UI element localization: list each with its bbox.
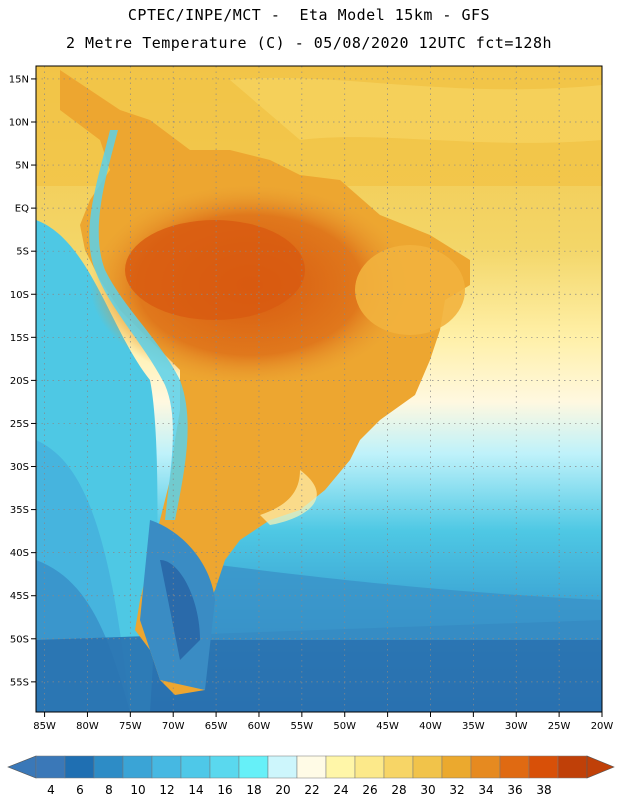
- colorbar-segment: [499, 755, 530, 779]
- lon-tick-label: 70W: [162, 721, 185, 732]
- colorbar-arrow-high: [586, 755, 615, 779]
- colorbar-segment: [441, 755, 472, 779]
- colorbar-label: 18: [246, 783, 261, 797]
- colorbar-segment: [296, 755, 327, 779]
- lon-tick-label: 60W: [248, 721, 271, 732]
- colorbar-label: 24: [333, 783, 348, 797]
- colorbar-label: 6: [76, 783, 84, 797]
- colorbar-label: 8: [105, 783, 113, 797]
- lon-tick-label: 80W: [76, 721, 99, 732]
- lat-tick-label: 50S: [10, 634, 29, 645]
- colorbar-label: 20: [275, 783, 290, 797]
- colorbar-segment: [557, 755, 588, 779]
- longitude-axis: 85W 80W 75W 70W 65W 60W 55W 50W 45W 40W 35W 30W 25W 2…: [33, 712, 613, 732]
- lat-tick-label: 15N: [9, 74, 29, 85]
- colorbar-segment: [383, 755, 414, 779]
- lon-tick-label: 20W: [591, 721, 614, 732]
- lon-tick-label: 30W: [505, 721, 528, 732]
- map-title-line-2: 2 Metre Temperature (C) - 05/08/2020 12U…: [65, 34, 553, 52]
- colorbar-arrow-low: [7, 755, 37, 779]
- lat-tick-label: 45S: [10, 591, 29, 602]
- colorbar-label: 22: [304, 783, 319, 797]
- lat-tick-label: 30S: [10, 462, 29, 473]
- lon-tick-label: 45W: [376, 721, 399, 732]
- lat-tick-label: 40S: [10, 548, 29, 559]
- lat-tick-label: 35S: [10, 505, 29, 516]
- colorbar-segment: [267, 755, 298, 779]
- colorbar-segment: [412, 755, 443, 779]
- colorbar-label: 10: [130, 783, 145, 797]
- colorbar-segment: [238, 755, 269, 779]
- colorbar-segment: [122, 755, 153, 779]
- colorbar-segment: [354, 755, 385, 779]
- lat-tick-label: 5S: [16, 247, 29, 258]
- lon-tick-label: 25W: [548, 721, 571, 732]
- colorbar-label: 38: [536, 783, 551, 797]
- colorbar-label: 36: [507, 783, 522, 797]
- map-frame: [35, 65, 603, 713]
- lat-tick-label: 20S: [10, 376, 29, 387]
- colorbar-segment: [528, 755, 559, 779]
- colorbar-label: 12: [159, 783, 174, 797]
- colorbar-segment: [151, 755, 182, 779]
- lat-tick-label: 10N: [9, 117, 29, 128]
- lat-tick-label: 55S: [10, 677, 29, 688]
- lat-tick-label: 25S: [10, 419, 29, 430]
- graticule: [36, 66, 603, 712]
- colorbar-label: 28: [391, 783, 406, 797]
- lon-tick-label: 50W: [333, 721, 356, 732]
- latitude-axis: 15N 10N 5N EQ 5S 10S 15S 20S 25S 30S 35S 40S 45S 50S 5…: [9, 74, 36, 688]
- lon-tick-label: 55W: [291, 721, 314, 732]
- colorbar-segment: [209, 755, 240, 779]
- lon-tick-label: 65W: [205, 721, 228, 732]
- colorbar-label: 4: [47, 783, 55, 797]
- lat-tick-label: 5N: [15, 161, 29, 172]
- colorbar-segment: [64, 755, 95, 779]
- colorbar-segment: [325, 755, 356, 779]
- colorbar-label: 32: [449, 783, 464, 797]
- lon-tick-label: 75W: [119, 721, 142, 732]
- lat-tick-label: 15S: [10, 333, 29, 344]
- colorbar-label: 30: [420, 783, 435, 797]
- lat-tick-label: EQ: [15, 204, 29, 215]
- temperature-field: [36, 66, 602, 712]
- map-title-line-1: CPTEC/INPE/MCT - Eta Model 15km - GFS: [127, 6, 491, 24]
- lon-tick-label: 85W: [33, 721, 56, 732]
- colorbar-segment: [180, 755, 211, 779]
- temperature-colorbar: 4 6 8 10 12 14 16 18 20 22 24 26 28 30 32 34 36 38: [7, 755, 615, 797]
- colorbar-label: 26: [362, 783, 377, 797]
- colorbar-segment: [93, 755, 124, 779]
- lat-tick-label: 10S: [10, 290, 29, 301]
- colorbar-label: 14: [188, 783, 203, 797]
- colorbar-segment: [470, 755, 501, 779]
- colorbar-label: 16: [217, 783, 232, 797]
- lon-tick-label: 40W: [419, 721, 442, 732]
- lon-tick-label: 35W: [462, 721, 485, 732]
- colorbar-segment: [35, 755, 66, 779]
- colorbar-label: 34: [478, 783, 493, 797]
